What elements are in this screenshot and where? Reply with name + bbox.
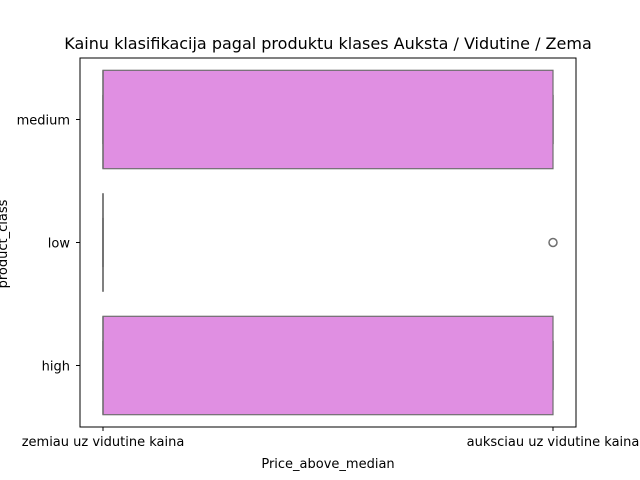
y-tick-label: low xyxy=(48,237,71,252)
chart-title: Kainu klasifikacija pagal produktu klase… xyxy=(64,34,592,53)
outlier-point xyxy=(548,237,558,248)
y-axis-label: product_class xyxy=(0,199,11,288)
plot-area: medium low high zemiau uz vidutine kaina auk… xyxy=(17,57,640,450)
box-high xyxy=(102,315,554,416)
x-axis-label: Price_above_median xyxy=(261,457,394,472)
x-tick-label: zemiau uz vidutine kaina xyxy=(22,435,185,450)
y-tick-label: medium xyxy=(17,114,70,129)
box-medium xyxy=(102,69,554,170)
x-tick-label: auksciau uz vidutine kaina xyxy=(467,435,640,450)
y-tick-label: high xyxy=(42,360,70,375)
